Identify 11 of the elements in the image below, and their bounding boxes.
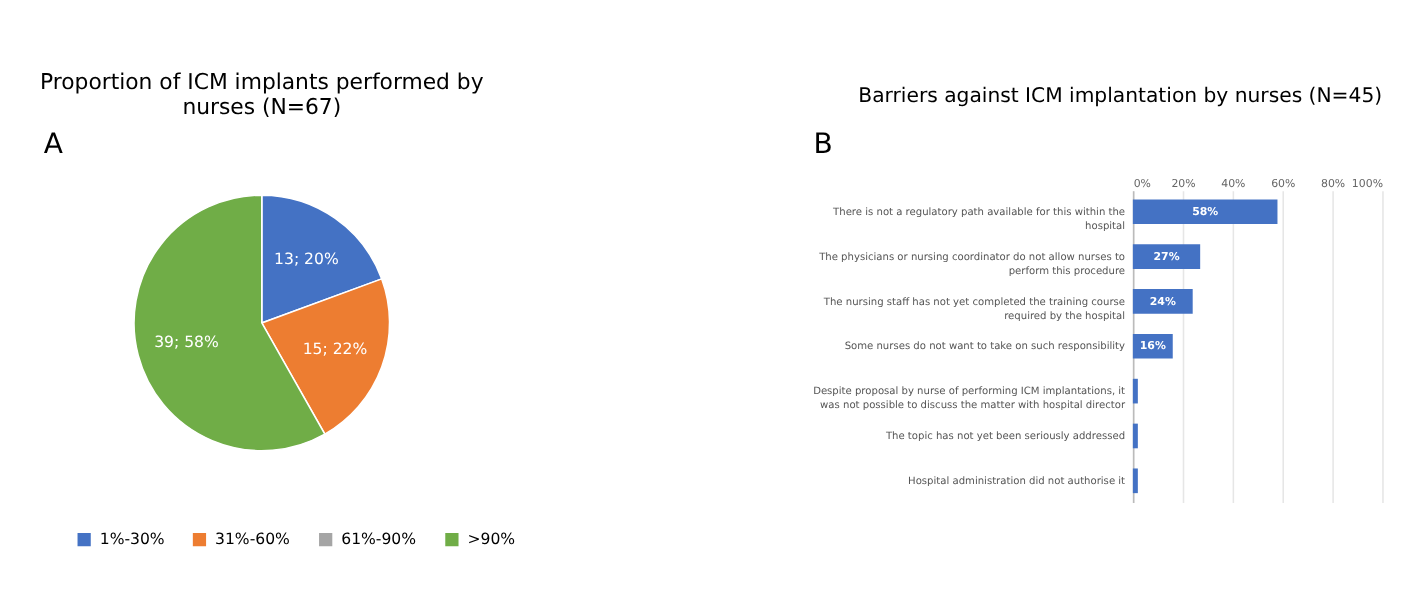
text: A: [43, 129, 64, 162]
data-label: 39; 58%: [154, 333, 219, 352]
legend-label: 61%-90%: [341, 530, 417, 549]
chart-title: Proportion of ICM implants performed by nurses (N=67): [40, 69, 485, 121]
data-label: 15; 22%: [302, 340, 368, 359]
legend-label: >90%: [467, 530, 516, 549]
text: B: [813, 129, 833, 162]
chart-title: Barriers against ICM implantation by nurses (N=45): [858, 85, 1383, 108]
legend-label: 1%-30%: [99, 530, 165, 549]
data-label: 13; 20%: [274, 249, 339, 268]
legend-label: 31%-60%: [215, 530, 290, 549]
